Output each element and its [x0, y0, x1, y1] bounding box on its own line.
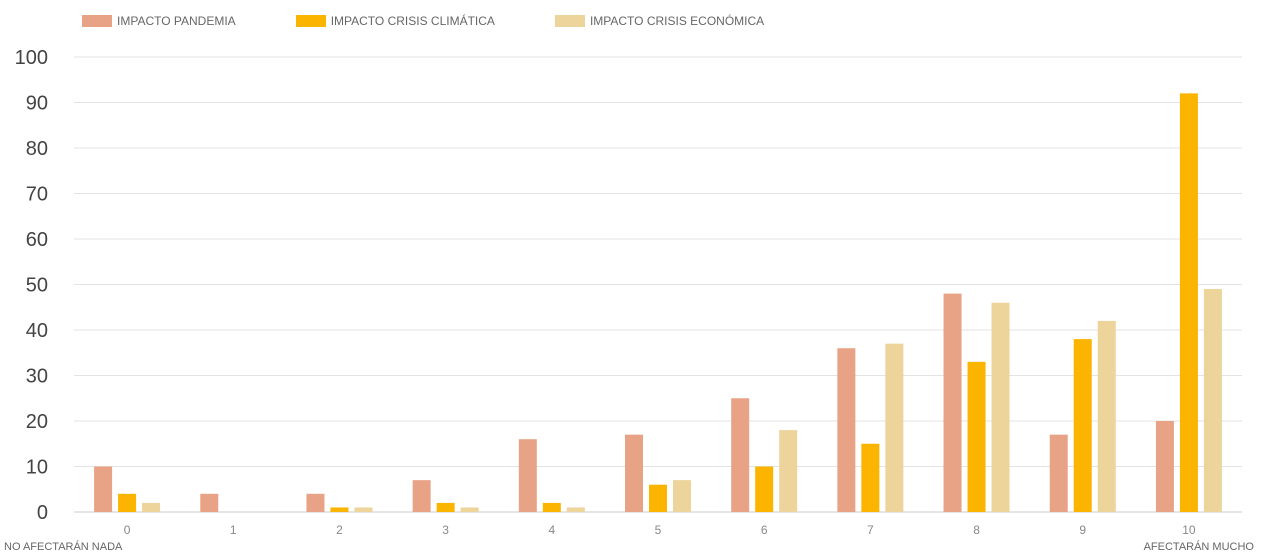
y-tick-label-60: 60 [26, 229, 48, 251]
bar-economica-8 [991, 302, 1010, 512]
bar-economica-6 [779, 430, 798, 512]
bar-economica-5 [673, 480, 691, 512]
bar-economica-9 [1097, 320, 1116, 512]
bar-pandemia-6 [731, 398, 750, 512]
x-tick-label-5: 5 [655, 523, 662, 537]
bar-pandemia-1 [200, 493, 219, 512]
bar-pandemia-3 [412, 480, 431, 512]
x-tick-label-7: 7 [867, 523, 874, 537]
bar-pandemia-9 [1049, 434, 1068, 512]
x-tick-label-9: 9 [1079, 523, 1086, 537]
bar-pandemia-7 [837, 348, 856, 512]
bar-climatica-5 [649, 484, 667, 512]
legend-label-climatica: IMPACTO CRISIS CLIMÁTICA [330, 14, 495, 28]
bar-pandemia-4 [518, 439, 537, 512]
x-tick-label-6: 6 [761, 523, 768, 537]
y-tick-label-30: 30 [26, 366, 48, 388]
x-tick-label-10: 10 [1182, 523, 1196, 537]
y-tick-label-90: 90 [26, 93, 48, 115]
x-tick-label-1: 1 [230, 523, 237, 537]
bar-climatica-6 [755, 466, 774, 512]
legend-label-economica: IMPACTO CRISIS ECONÓMICA [589, 14, 765, 28]
bar-climatica-3 [436, 502, 455, 512]
bar-climatica-7 [861, 443, 880, 512]
legend-swatch-pandemia [82, 15, 112, 27]
y-axis-ticks: 0 10 20 30 40 50 60 70 80 90 100 [15, 47, 48, 524]
bar-climatica-0 [118, 493, 137, 512]
bar-climatica-9 [1073, 339, 1092, 512]
bar-climatica-8 [967, 361, 986, 512]
legend-label-pandemia: IMPACTO PANDEMIA [117, 14, 236, 28]
x-tick-label-2: 2 [336, 523, 343, 537]
bar-climatica-2 [330, 507, 349, 512]
y-tick-label-50: 50 [26, 275, 48, 297]
high-end-annotation: AFECTARÁN MUCHO [1144, 540, 1255, 553]
low-end-annotation: NO AFECTARÁN NADA [4, 540, 123, 553]
chart-bars [94, 93, 1222, 513]
bar-economica-3 [460, 507, 479, 512]
bar-pandemia-10 [1155, 421, 1174, 512]
y-tick-label-40: 40 [26, 320, 48, 342]
x-tick-label-4: 4 [548, 523, 555, 537]
chart-grid [74, 56, 1242, 513]
legend-item-pandemia: IMPACTO PANDEMIA [82, 12, 236, 30]
legend-item-economica: IMPACTO CRISIS ECONÓMICA [554, 12, 765, 30]
bar-economica-7 [885, 343, 904, 512]
bar-pandemia-8 [943, 293, 962, 512]
bar-climatica-4 [542, 502, 561, 512]
y-tick-label-80: 80 [26, 138, 48, 160]
chart-legend: IMPACTO PANDEMIA IMPACTO CRISIS CLIMÁTIC… [82, 12, 824, 30]
x-tick-label-3: 3 [442, 523, 449, 537]
y-tick-label-70: 70 [26, 184, 48, 206]
bar-economica-10 [1203, 289, 1222, 512]
x-tick-label-0: 0 [124, 523, 131, 537]
legend-swatch-economica [554, 15, 585, 27]
y-tick-label-10: 10 [26, 457, 48, 479]
legend-swatch-climatica [295, 15, 326, 27]
bar-pandemia-5 [625, 434, 643, 512]
x-tick-label-8: 8 [973, 523, 980, 537]
x-axis-ticks: 0 1 2 3 4 5 6 7 8 9 10 [124, 523, 1196, 537]
y-tick-label-20: 20 [26, 411, 48, 433]
y-tick-label-100: 100 [15, 47, 48, 69]
bar-economica-4 [566, 507, 585, 512]
bar-pandemia-2 [306, 493, 325, 512]
bar-economica-2 [354, 507, 373, 512]
bar-pandemia-0 [94, 466, 113, 512]
y-tick-label-0: 0 [37, 502, 48, 524]
legend-item-climatica: IMPACTO CRISIS CLIMÁTICA [295, 12, 495, 30]
bar-climatica-10 [1179, 93, 1198, 513]
bar-economica-0 [142, 502, 161, 512]
